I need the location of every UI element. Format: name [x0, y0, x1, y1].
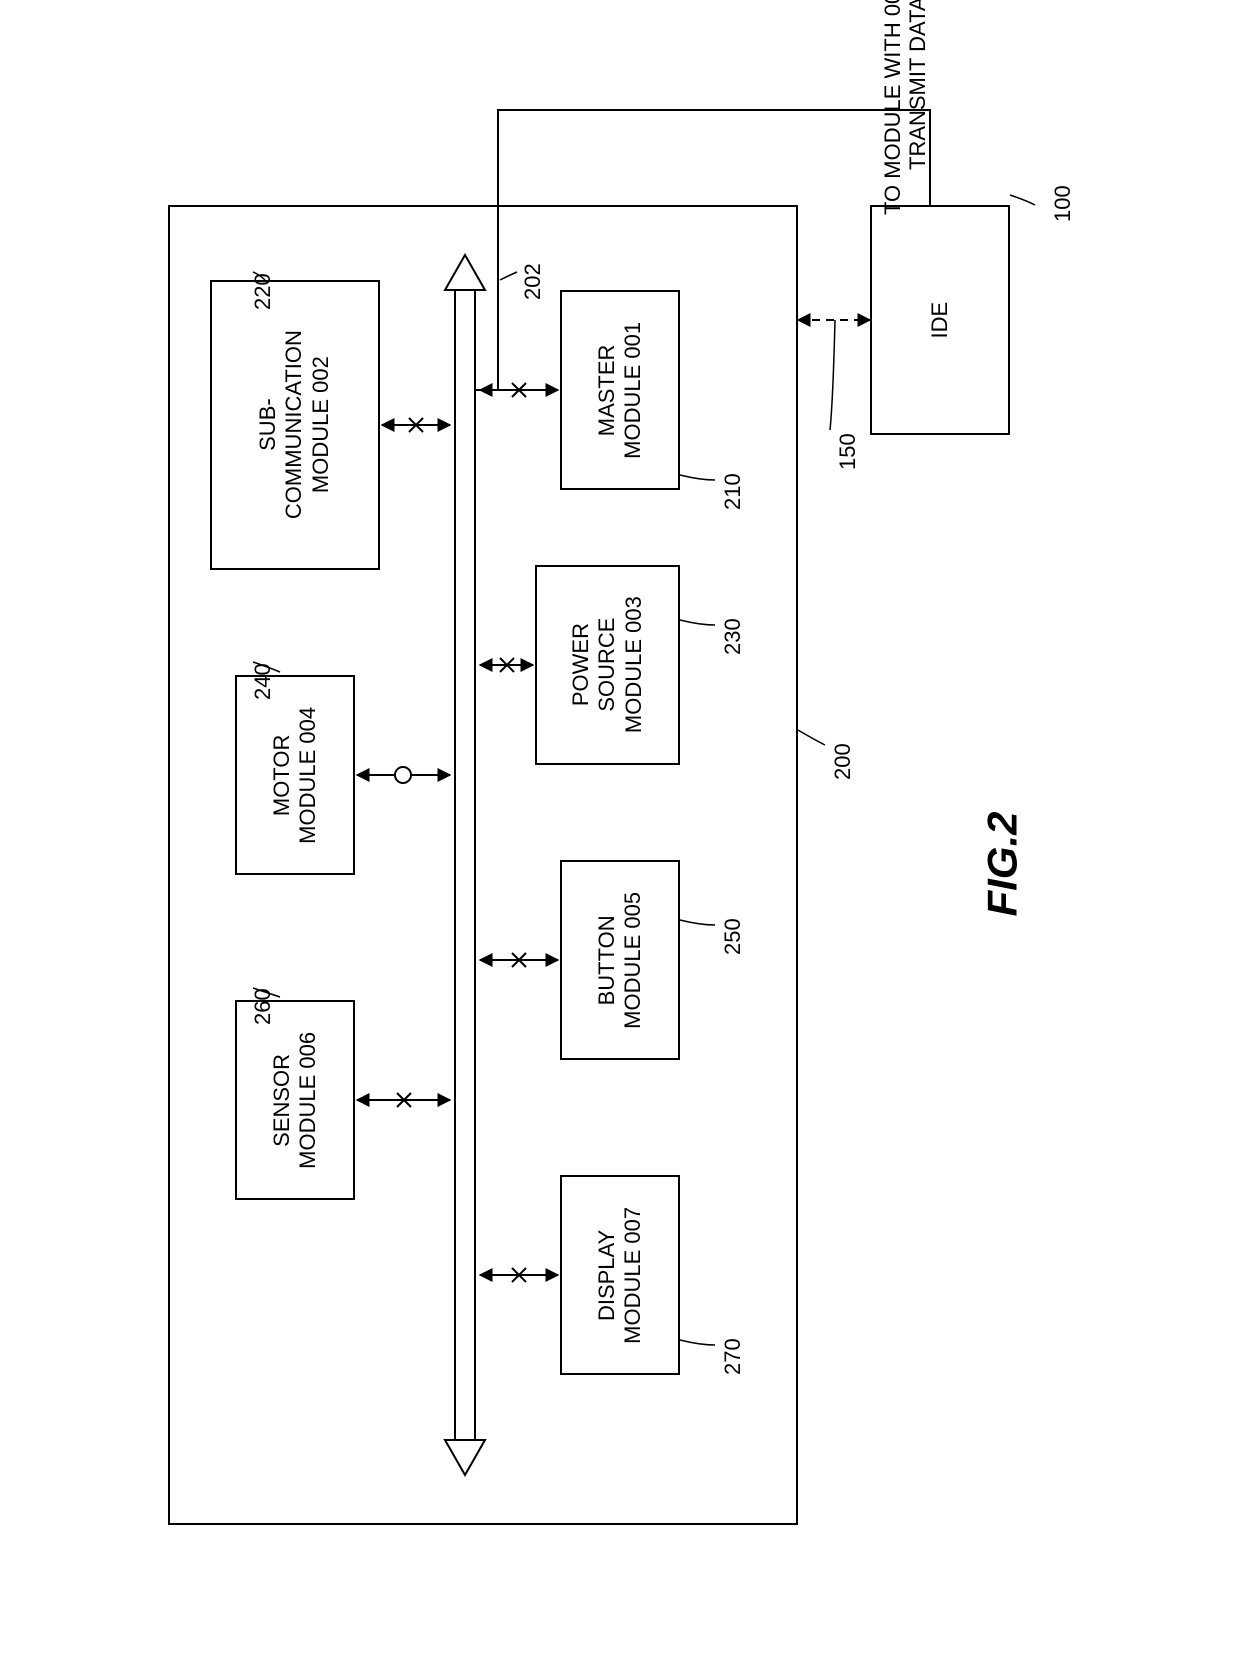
ref-220: 220	[250, 273, 276, 310]
subcomm-module-label: SUB- COMMUNICATION MODULE 002	[255, 330, 334, 519]
ref-230: 230	[720, 618, 746, 655]
ref-200: 200	[830, 743, 856, 780]
leader-100	[1010, 195, 1035, 205]
master-module: MASTER MODULE 001	[560, 290, 680, 490]
button-module: BUTTON MODULE 005	[560, 860, 680, 1060]
ref-250: 250	[720, 918, 746, 955]
display-module: DISPLAY MODULE 007	[560, 1175, 680, 1375]
power-module: POWER SOURCE MODULE 003	[535, 565, 680, 765]
ref-202: 202	[520, 263, 546, 300]
annotation-line1: TRANSMIT DATA	[905, 0, 931, 170]
figure-title: FIG.2	[979, 811, 1027, 916]
ref-260: 260	[250, 988, 276, 1025]
ide-box: IDE	[870, 205, 1010, 435]
ref-ide: 100	[1050, 185, 1076, 222]
annotation-line2: TO MODULE WITH 004	[880, 0, 906, 215]
figure-title-text: FIG.2	[979, 811, 1026, 916]
ref-270: 270	[720, 1338, 746, 1375]
sensor-module-label: SENSOR MODULE 006	[269, 1032, 322, 1169]
ref-210: 210	[720, 473, 746, 510]
display-module-label: DISPLAY MODULE 007	[594, 1207, 647, 1344]
power-module-label: POWER SOURCE MODULE 003	[568, 597, 647, 734]
leader-200	[798, 730, 825, 745]
leader-150	[830, 320, 835, 430]
subcomm-module: SUB- COMMUNICATION MODULE 002	[210, 280, 380, 570]
ide-label: IDE	[927, 302, 953, 339]
motor-module: MOTOR MODULE 004	[235, 675, 355, 875]
button-module-label: BUTTON MODULE 005	[594, 892, 647, 1029]
sensor-module: SENSOR MODULE 006	[235, 1000, 355, 1200]
ref-240: 240	[250, 663, 276, 700]
motor-module-label: MOTOR MODULE 004	[269, 707, 322, 844]
master-module-label: MASTER MODULE 001	[594, 322, 647, 459]
ref-150: 150	[835, 433, 861, 470]
